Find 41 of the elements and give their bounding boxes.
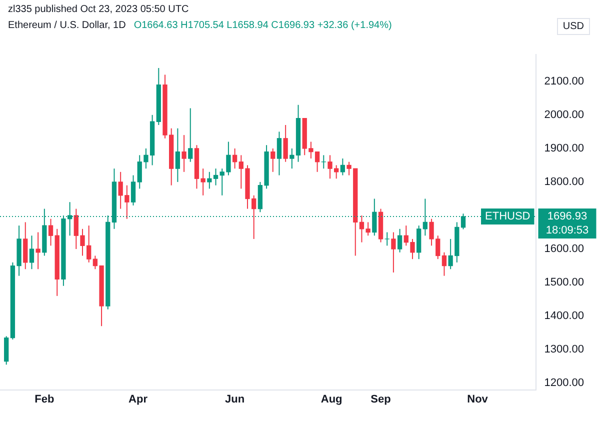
candlestick — [397, 228, 402, 253]
candlestick — [29, 235, 34, 270]
candlestick — [213, 168, 218, 186]
candlestick — [290, 148, 294, 170]
y-tick-label: 1600.00 — [544, 243, 584, 256]
candlestick — [391, 232, 396, 273]
chart-title: Ethereum / U.S. Dollar, 1D — [8, 20, 126, 31]
ref-line-label: ETHUSD — [485, 210, 530, 223]
candlestick — [175, 128, 180, 182]
candlestick — [207, 171, 212, 190]
candlestick — [270, 148, 276, 172]
x-tick-label: Sep — [370, 393, 392, 406]
text: zl335 published Oct 23, 2023 05:50 UTC — [8, 4, 189, 15]
x-tick-label: Feb — [34, 393, 54, 406]
text: 1696.93 — [547, 210, 588, 223]
y-axis-title: USD — [556, 18, 590, 35]
y-tick-label: 1300.00 — [544, 344, 584, 356]
candlestick — [384, 232, 390, 246]
y-tick-label: 1800.00 — [544, 176, 584, 188]
y-tick-label: 1200.00 — [544, 377, 584, 390]
y-tick-label: 2000.00 — [544, 108, 584, 121]
candlestick — [188, 108, 193, 162]
chart-subtitle: O1664.63 H1705.54 L1658.94 C1696.93 +32.36 (+1.94%) — [134, 20, 392, 31]
y-tick-label: 2100.00 — [544, 75, 584, 88]
y-tick-label: 1500.00 — [544, 276, 584, 289]
x-tick-label: Nov — [467, 393, 489, 406]
x-tick-label: Jun — [225, 393, 245, 406]
text: 18:09:53 — [546, 224, 589, 237]
candlestick — [232, 148, 238, 170]
candlestick — [36, 232, 40, 270]
y-tick-label: 1900.00 — [544, 142, 584, 154]
candlestick — [182, 134, 186, 172]
candlestick — [340, 158, 346, 176]
candlestick — [48, 218, 54, 246]
x-tick-label: Apr — [128, 393, 148, 406]
candlestick — [276, 131, 282, 176]
candlestick — [130, 174, 136, 206]
y-tick-label: 1400.00 — [544, 310, 584, 322]
candlestick — [442, 252, 447, 276]
x-tick-label: Aug — [320, 393, 342, 406]
candlestick — [283, 124, 288, 162]
